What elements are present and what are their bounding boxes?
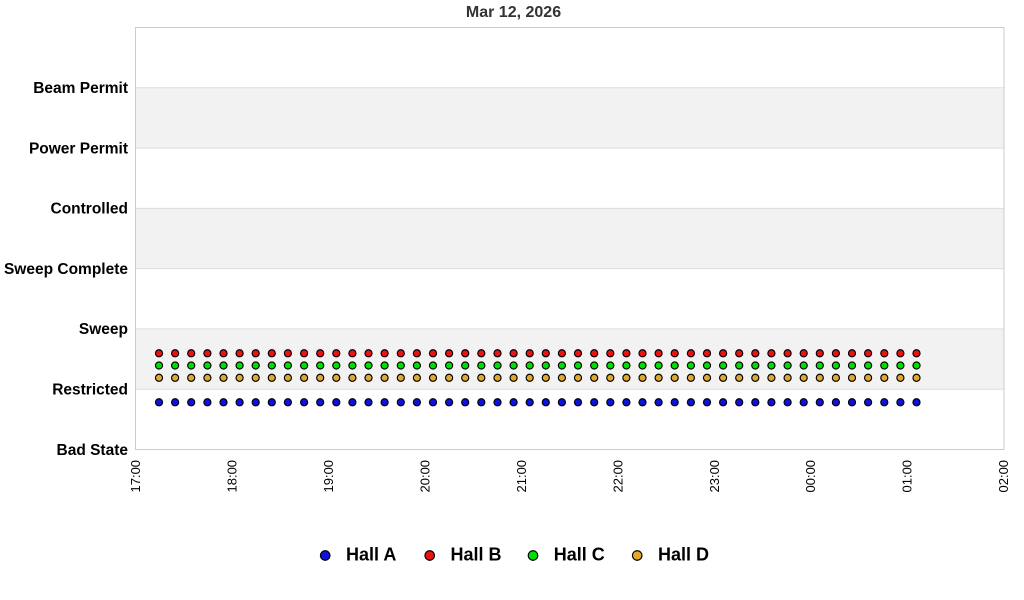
svg-text:Sweep: Sweep <box>79 321 128 338</box>
svg-text:17:00: 17:00 <box>128 460 143 493</box>
svg-text:Power Permit: Power Permit <box>29 140 128 157</box>
svg-text:Hall A: Hall A <box>346 545 396 565</box>
svg-text:Restricted: Restricted <box>52 382 128 399</box>
svg-text:Hall D: Hall D <box>658 545 709 565</box>
svg-text:Sweep Complete: Sweep Complete <box>4 261 128 278</box>
svg-text:20:00: 20:00 <box>417 460 432 493</box>
svg-text:Hall C: Hall C <box>554 545 605 565</box>
svg-text:02:00: 02:00 <box>996 460 1011 493</box>
svg-text:Beam Permit: Beam Permit <box>33 80 128 97</box>
svg-text:00:00: 00:00 <box>803 460 818 493</box>
svg-text:Controlled: Controlled <box>51 201 129 218</box>
svg-text:18:00: 18:00 <box>225 460 240 493</box>
svg-text:01:00: 01:00 <box>900 460 915 493</box>
svg-text:22:00: 22:00 <box>610 460 625 493</box>
svg-text:Hall B: Hall B <box>451 545 502 565</box>
svg-text:Bad State: Bad State <box>57 442 129 459</box>
svg-text:21:00: 21:00 <box>514 460 529 493</box>
svg-text:19:00: 19:00 <box>321 460 336 493</box>
svg-text:Mar 12, 2026: Mar 12, 2026 <box>466 4 561 21</box>
svg-text:23:00: 23:00 <box>707 460 722 493</box>
